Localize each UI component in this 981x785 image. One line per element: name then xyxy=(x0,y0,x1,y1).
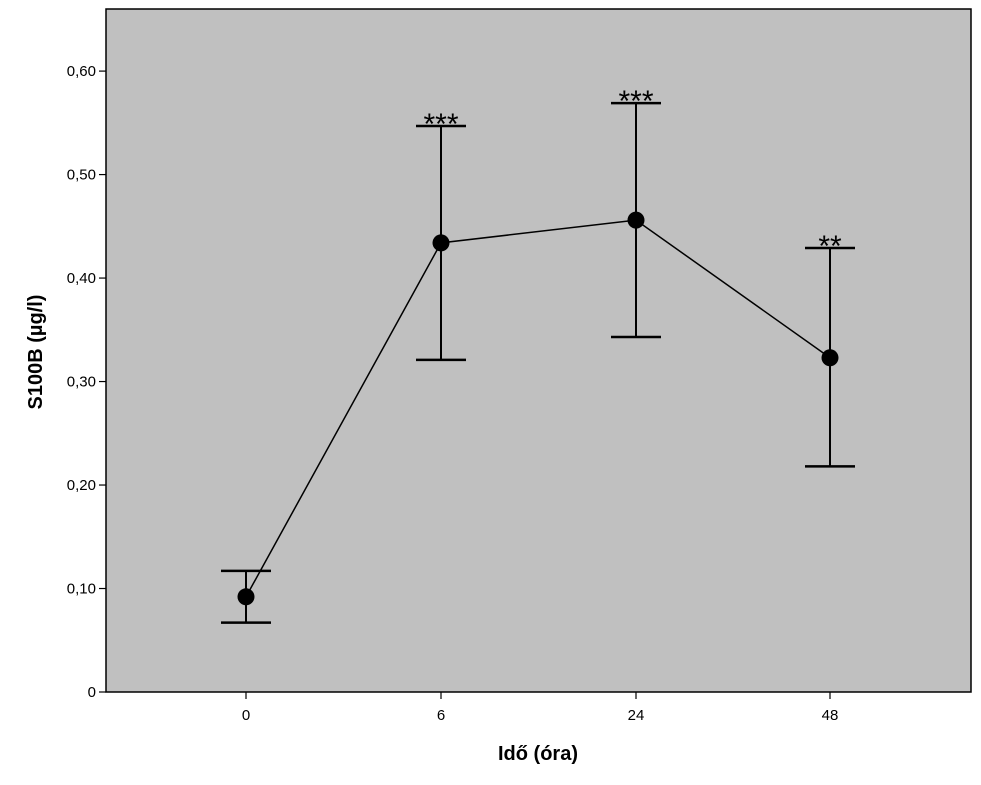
y-axis: 0 0,10 0,20 0,30 0,40 0,50 0,60 xyxy=(67,63,106,701)
x-axis-title: Idő (óra) xyxy=(498,743,578,765)
y-tick-label: 0,40 xyxy=(67,270,96,287)
x-tick-label: 24 xyxy=(628,707,645,724)
significance-label: ** xyxy=(818,230,842,263)
y-tick-label: 0,50 xyxy=(67,167,96,184)
y-tick-label: 0,10 xyxy=(67,581,96,598)
plot-area xyxy=(106,9,971,692)
series-line xyxy=(245,219,831,598)
plot-frame xyxy=(105,8,972,693)
y-tick-label: 0 xyxy=(88,684,96,701)
y-tick-label: 0,30 xyxy=(67,374,96,391)
y-axis-title: S100B (µg/l) xyxy=(25,295,47,410)
significance-label: *** xyxy=(618,85,653,118)
data-point xyxy=(432,234,450,252)
data-point xyxy=(821,349,839,367)
significance-label: *** xyxy=(423,108,458,141)
y-tick-label: 0,60 xyxy=(67,63,96,80)
x-axis: 0 6 24 48 xyxy=(242,692,839,724)
x-tick-label: 6 xyxy=(437,707,445,724)
series-layer: ******** xyxy=(221,85,855,624)
x-tick-label: 0 xyxy=(242,707,250,724)
x-tick-label: 48 xyxy=(822,707,839,724)
y-tick-label: 0,20 xyxy=(67,477,96,494)
data-point xyxy=(237,588,255,606)
data-point xyxy=(627,211,645,229)
